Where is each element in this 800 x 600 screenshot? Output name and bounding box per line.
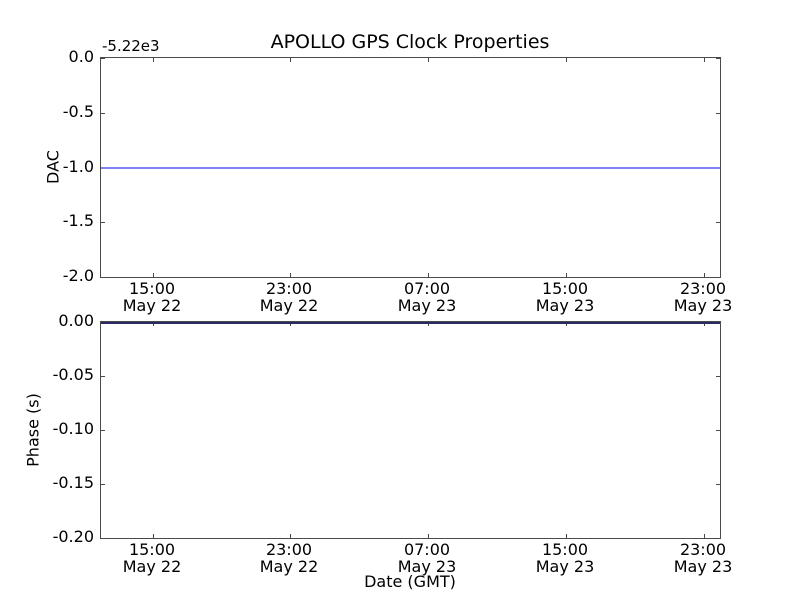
x-tick-date: May 23 [673,557,733,576]
x-tick-mark [704,273,705,277]
x-tick-mark [566,58,567,62]
dac-plot-area [100,57,721,278]
data-line-phase [101,322,720,324]
x-tick-label: 15:00 May 22 [123,280,182,314]
x-tick-time: 07:00 [403,540,451,559]
x-tick-mark [566,534,567,538]
x-tick-mark [290,322,291,326]
y-tick-mark [101,430,105,431]
x-tick-date: May 23 [397,557,457,576]
x-tick-mark [704,58,705,62]
x-tick-date: May 23 [535,557,595,576]
x-tick-label: 15:00 May 23 [536,280,595,314]
x-tick-date: May 23 [673,296,733,315]
x-tick-time: 15:00 [541,540,589,559]
dac-axis-label: DAC [43,150,63,184]
x-tick-time: 07:00 [403,279,451,298]
x-tick-mark [153,58,154,62]
x-tick-label: 07:00 May 23 [398,280,457,314]
y-tick-label: -0.15 [52,473,94,492]
phase-plot-area [100,321,721,539]
x-tick-label: 15:00 May 22 [123,541,182,575]
y-tick-label: 0.0 [68,47,94,66]
x-tick-mark [428,322,429,326]
x-tick-date: May 23 [535,296,595,315]
y-tick-label: -0.5 [62,102,94,121]
x-tick-mark [428,534,429,538]
phase-axis-label: Phase (s) [23,393,43,467]
x-tick-mark [566,273,567,277]
x-tick-time: 23:00 [679,279,727,298]
x-tick-mark [153,322,154,326]
x-tick-date: May 22 [259,296,319,315]
y-tick-mark [101,538,105,539]
x-tick-time: 23:00 [265,279,313,298]
y-tick-mark [101,484,105,485]
x-tick-time: 23:00 [679,540,727,559]
x-tick-mark [290,58,291,62]
x-tick-mark [153,273,154,277]
x-tick-label: 07:00 May 23 [398,541,457,575]
y-tick-mark [716,277,720,278]
y-tick-mark [716,376,720,377]
x-tick-mark [290,534,291,538]
y-tick-mark [716,222,720,223]
y-tick-label: 0.00 [58,311,94,330]
y-tick-label: -0.20 [52,527,94,546]
y-tick-mark [101,222,105,223]
x-tick-mark [704,322,705,326]
x-tick-label: 23:00 May 22 [260,280,319,314]
y-tick-label: -1.0 [62,157,94,176]
x-tick-mark [566,322,567,326]
y-tick-mark [716,58,720,59]
y-tick-mark [101,376,105,377]
y-tick-mark [716,113,720,114]
x-tick-time: 15:00 [128,540,176,559]
y-tick-label: -1.5 [62,211,94,230]
y-tick-mark [101,58,105,59]
chart-title: APOLLO GPS Clock Properties [270,31,550,53]
x-tick-date: May 23 [397,296,457,315]
y-tick-mark [716,538,720,539]
x-tick-mark [704,534,705,538]
x-tick-mark [153,534,154,538]
y-tick-label: -0.10 [52,419,94,438]
data-line-dac [101,167,720,169]
x-tick-date: May 22 [259,557,319,576]
x-tick-time: 15:00 [128,279,176,298]
x-tick-label: 23:00 May 22 [260,541,319,575]
x-tick-date: May 22 [122,557,182,576]
x-tick-label: 23:00 May 23 [674,280,733,314]
y-tick-mark [101,113,105,114]
y-tick-mark [716,484,720,485]
x-tick-time: 23:00 [265,540,313,559]
y-tick-mark [101,277,105,278]
y-tick-label: -0.05 [52,365,94,384]
x-tick-date: May 22 [122,296,182,315]
date-axis-label: Date (GMT) [364,572,456,591]
x-tick-time: 15:00 [541,279,589,298]
y-tick-label: -2.0 [62,266,94,285]
x-tick-mark [428,58,429,62]
x-tick-mark [290,273,291,277]
y-axis-offset-text: -5.22e3 [102,37,160,55]
x-tick-mark [428,273,429,277]
x-tick-label: 15:00 May 23 [536,541,595,575]
x-tick-label: 23:00 May 23 [674,541,733,575]
y-tick-mark [716,430,720,431]
